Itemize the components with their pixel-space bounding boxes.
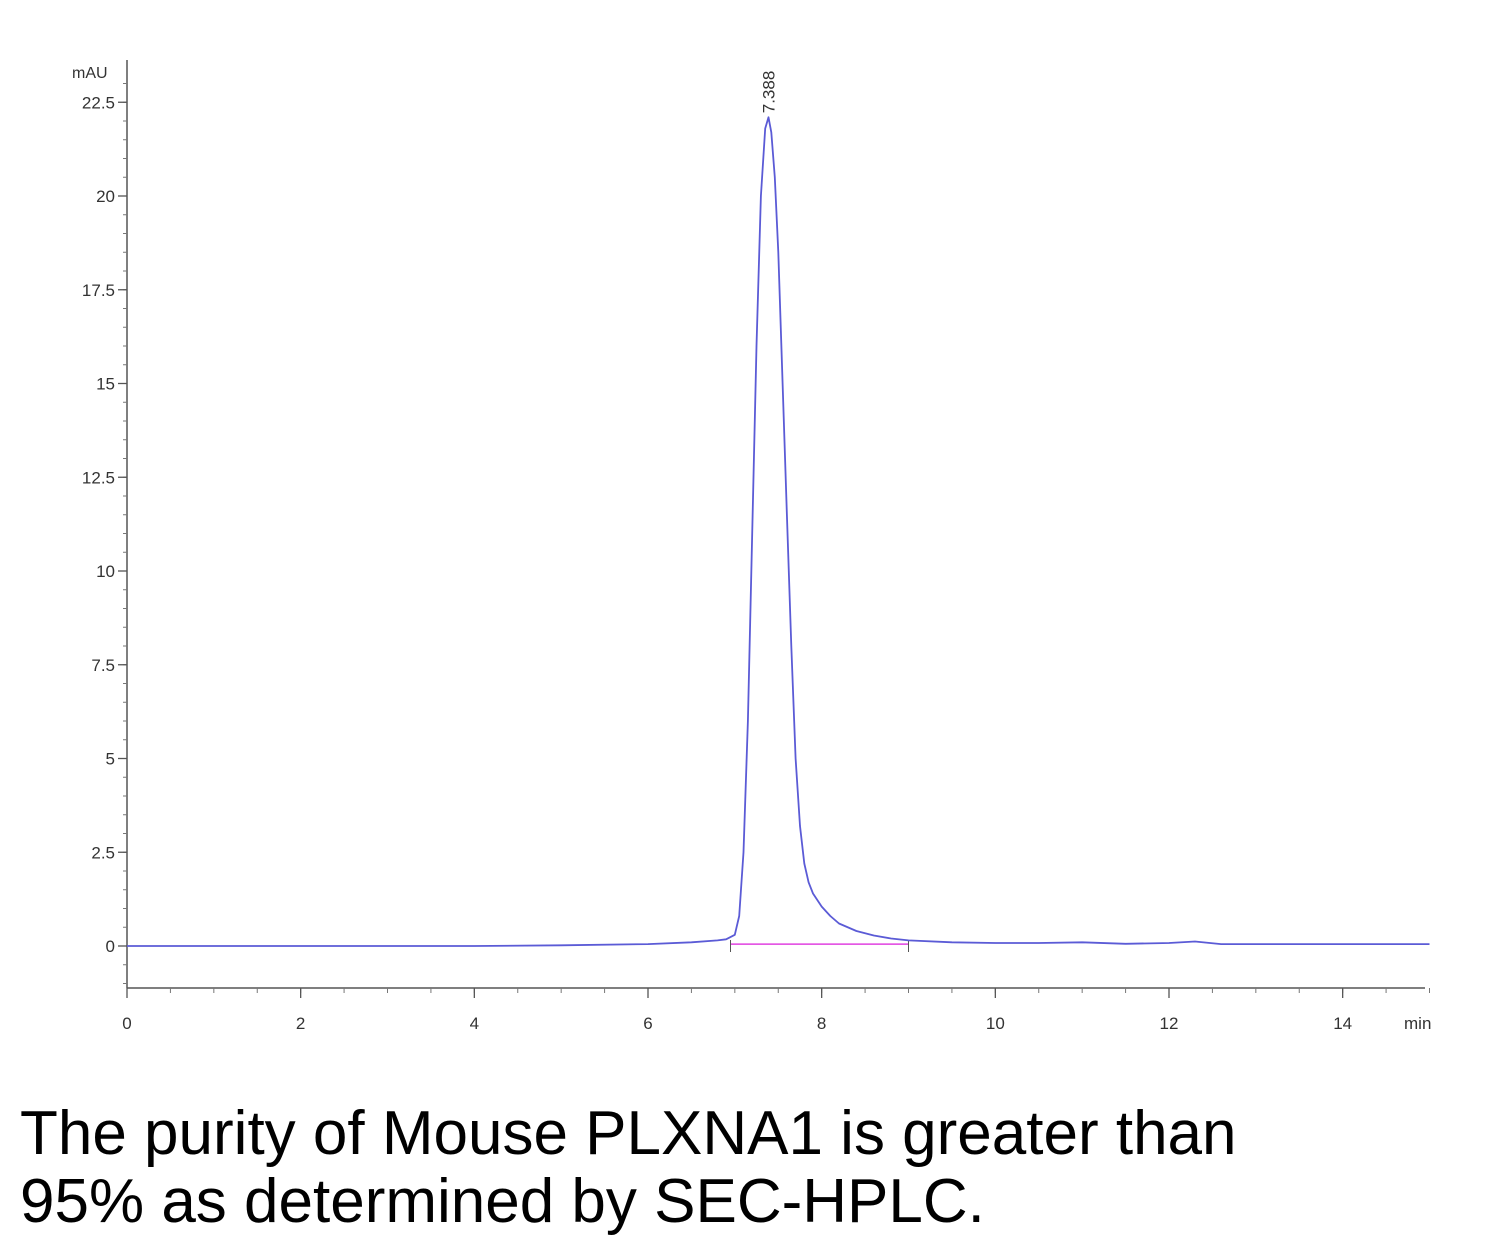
y-tick-label: 0	[106, 937, 115, 956]
x-tick-label: 0	[122, 1014, 131, 1033]
y-tick-label: 2.5	[91, 843, 115, 862]
caption-line-2: 95% as determined by SEC-HPLC.	[20, 1167, 985, 1236]
x-tick-label: 10	[986, 1014, 1005, 1033]
x-axis-label: min	[1404, 1014, 1431, 1033]
y-axis: 0 2.5 5 7.5 10 12.5 15 17.5 20 22.5	[82, 60, 128, 988]
y-tick-label: 22.5	[82, 93, 115, 112]
x-tick-label: 14	[1333, 1014, 1352, 1033]
x-tick-label: 8	[817, 1014, 826, 1033]
y-tick-label: 17.5	[82, 281, 115, 300]
plot-area: 7.388	[127, 71, 1430, 952]
hplc-chromatogram: 0 2.5 5 7.5 10 12.5 15 17.5 20 22.5 0 2 4 6 8 10 12 14 7…	[72, 60, 1431, 1033]
y-tick-label: 12.5	[82, 468, 115, 487]
figure-caption: The purity of Mouse PLXNA1 is greater th…	[20, 1100, 1480, 1236]
x-axis: 0 2 4 6 8 10 12 14	[122, 987, 1430, 1033]
x-tick-label: 2	[296, 1014, 305, 1033]
y-axis-label: mAU	[72, 65, 108, 82]
y-tick-label: 20	[96, 187, 115, 206]
y-tick-label: 7.5	[91, 656, 115, 675]
x-tick-label: 6	[643, 1014, 652, 1033]
y-tick-label: 5	[106, 750, 115, 769]
x-tick-label: 12	[1160, 1014, 1179, 1033]
peak-retention-label: 7.388	[760, 71, 779, 114]
y-tick-label: 10	[96, 562, 115, 581]
chromatogram-trace	[127, 116, 1430, 947]
y-tick-label: 15	[96, 375, 115, 394]
caption-line-1: The purity of Mouse PLXNA1 is greater th…	[20, 1099, 1237, 1168]
x-tick-label: 4	[470, 1014, 479, 1033]
